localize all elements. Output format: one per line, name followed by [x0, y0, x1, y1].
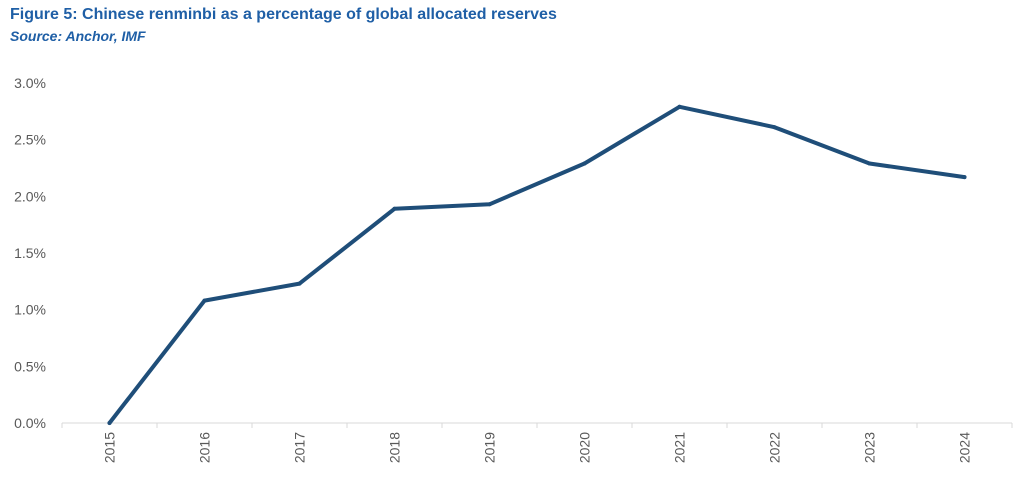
data-point	[677, 104, 682, 109]
data-point	[867, 161, 872, 166]
x-tick-label: 2015	[102, 432, 118, 463]
data-point	[202, 298, 207, 303]
x-tick-label: 2020	[577, 432, 593, 463]
figure-source: Source: Anchor, IMF	[10, 28, 146, 44]
data-point	[392, 206, 397, 211]
data-point	[487, 202, 492, 207]
data-point	[297, 281, 302, 286]
data-point	[962, 175, 967, 180]
y-tick-label: 0.0%	[14, 415, 46, 431]
data-point	[107, 421, 112, 425]
x-tick-label: 2019	[482, 432, 498, 463]
x-tick-label: 2022	[767, 432, 783, 463]
figure-title: Figure 5: Chinese renminbi as a percenta…	[10, 6, 557, 23]
series-layer	[107, 104, 967, 425]
y-tick-label: 3.0%	[14, 75, 46, 91]
x-tick-label: 2024	[957, 432, 973, 463]
y-tick-label: 0.5%	[14, 358, 46, 374]
series-line	[107, 104, 967, 425]
x-tick-label: 2018	[387, 432, 403, 463]
y-tick-label: 1.5%	[14, 245, 46, 261]
x-tick-label: 2021	[672, 432, 688, 463]
data-point	[772, 125, 777, 130]
y-axis-tick-labels: 0.0% 0.5% 1.0% 1.5% 2.0% 2.5% 3.0%	[14, 75, 46, 431]
y-tick-label: 2.0%	[14, 188, 46, 204]
y-tick-label: 2.5%	[14, 132, 46, 148]
x-tick-label: 2016	[197, 432, 213, 463]
data-point	[582, 161, 587, 166]
x-axis-tick-labels: 2015 2016 2017 2018 2019 2020 2021 2022 2023 2024	[61, 423, 1013, 463]
x-tick-label: 2017	[292, 432, 308, 463]
x-tick-label: 2023	[862, 432, 878, 463]
y-tick-label: 1.0%	[14, 302, 46, 318]
